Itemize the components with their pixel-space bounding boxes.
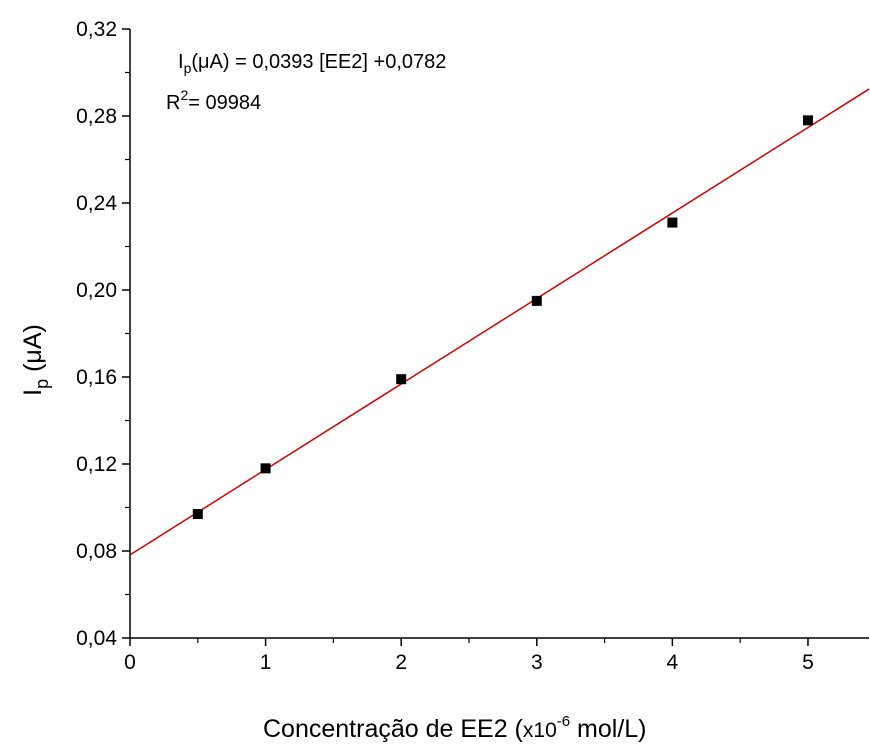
data-point: [667, 217, 678, 228]
x-tick-label: 2: [395, 651, 407, 674]
x-tick-label: 0: [124, 651, 136, 674]
data-point: [531, 295, 542, 306]
data-point: [192, 509, 203, 520]
y-tick-label: 0,16: [76, 366, 117, 389]
x-tick-label: 5: [802, 651, 814, 674]
ticks: 0,04 0,08 0,12 0,16 0,20 0,24 0,28 0,32 0 1 2 3 4 5: [76, 18, 814, 674]
y-tick-label: 0,28: [76, 105, 117, 128]
y-tick-label: 0,24: [76, 192, 117, 215]
data-point: [260, 463, 271, 474]
data-point: [396, 374, 407, 385]
fit-line-group: [129, 88, 870, 556]
y-tick-label: 0,32: [76, 18, 117, 41]
y-tick-label: 0,04: [76, 627, 117, 650]
data-points: [192, 115, 813, 520]
r2-annotation: R2= 09984: [166, 87, 261, 114]
y-tick-label: 0,08: [76, 540, 117, 563]
data-point: [802, 115, 813, 126]
x-tick-label: 1: [260, 651, 272, 674]
x-axis-label: Concentração de EE2 (x10-6 mol/L): [263, 713, 647, 743]
x-tick-label: 4: [667, 651, 679, 674]
fit-line: [129, 88, 870, 556]
equation-annotation: Ip(μA) = 0,0393 [EE2] +0,0782: [178, 51, 446, 76]
x-tick-label: 3: [531, 651, 543, 674]
y-tick-label: 0,20: [76, 279, 117, 302]
y-tick-label: 0,12: [76, 453, 117, 476]
axes: [129, 29, 869, 639]
y-axis-label: Ip (μA): [19, 324, 52, 396]
